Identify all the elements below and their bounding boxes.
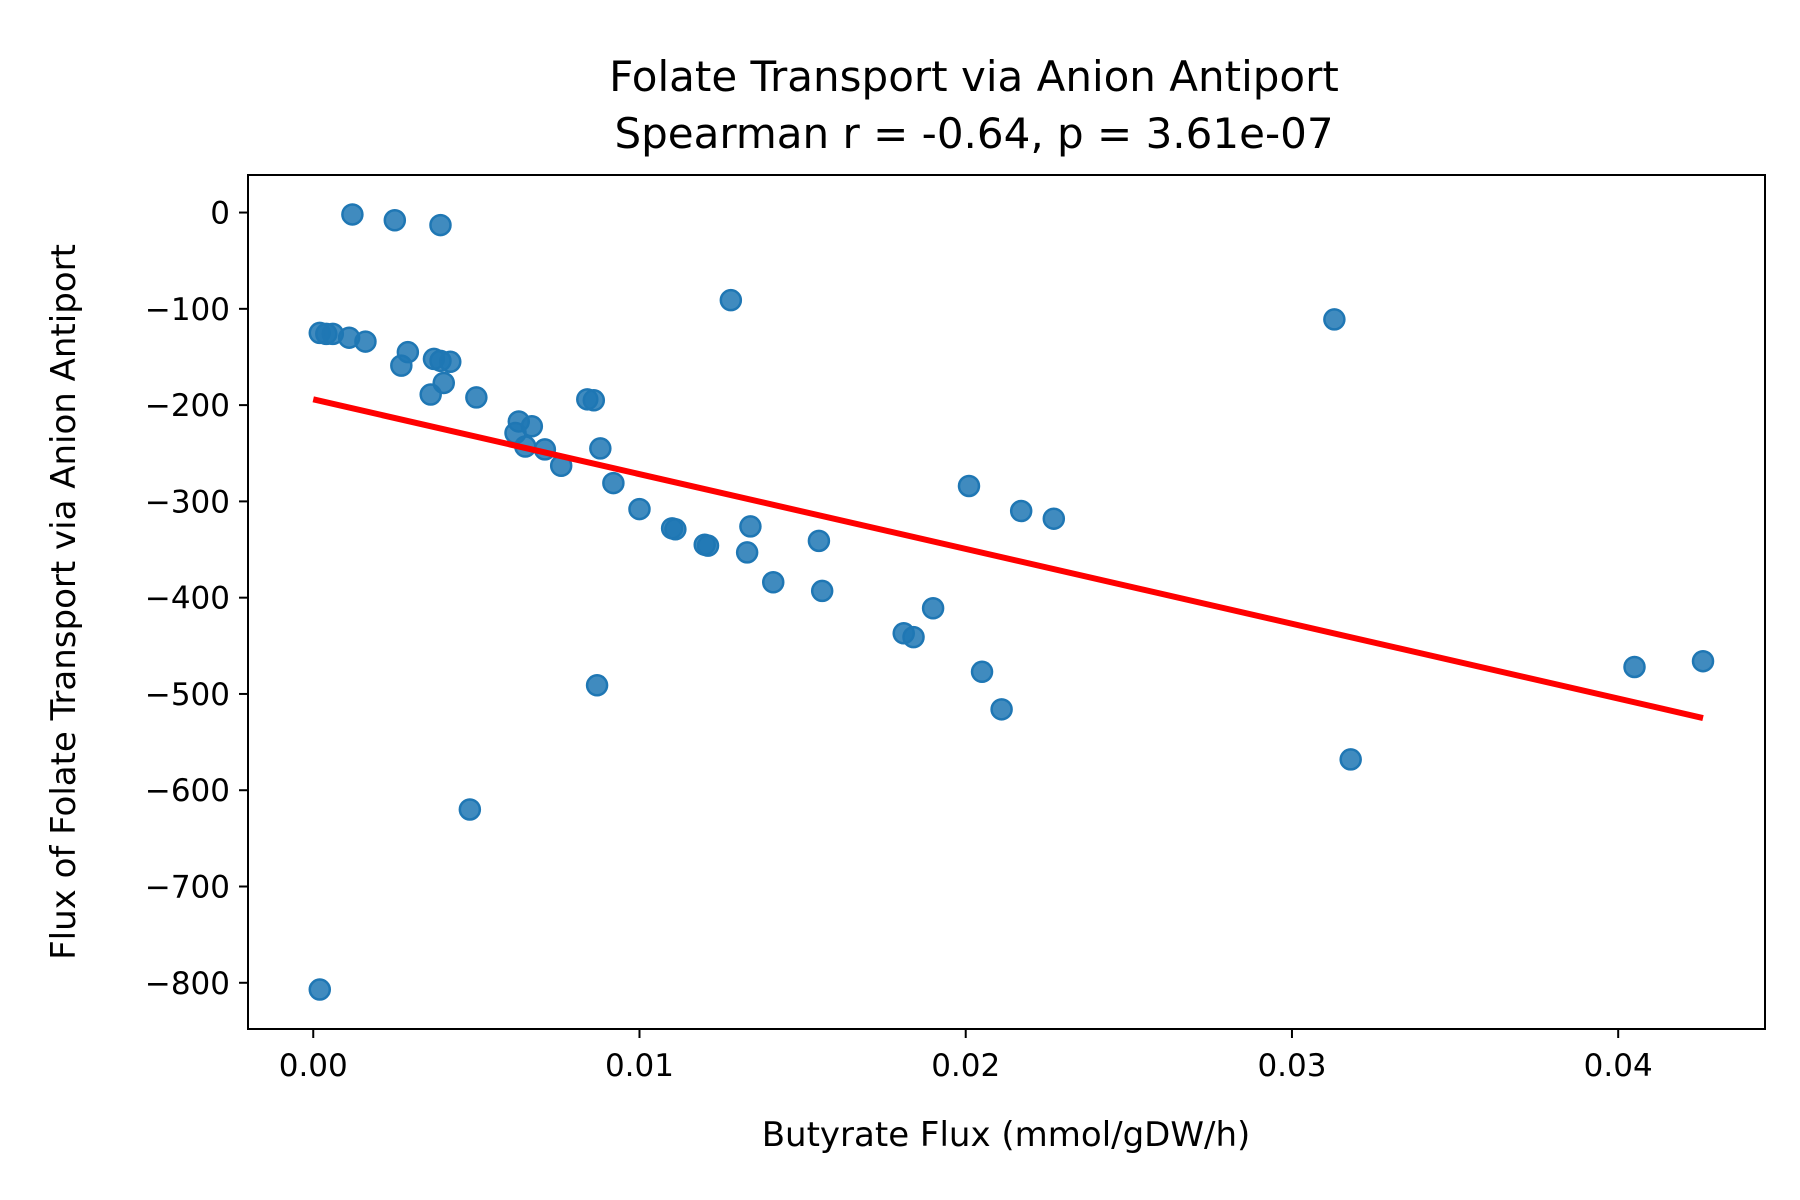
x-tick-label: 0.00 (279, 1048, 348, 1084)
scatter-point (308, 978, 332, 1001)
scatter-point (921, 597, 945, 620)
y-tick-label: −600 (145, 773, 230, 809)
scatter-point (341, 203, 364, 226)
scatter-point (810, 579, 834, 603)
y-tick-label: −300 (145, 484, 230, 520)
plot-frame (247, 174, 1766, 1030)
chart-subtitle: Spearman r = -0.64, p = 3.61e-07 (614, 109, 1333, 158)
y-tick-label: −500 (145, 677, 230, 713)
scatter-point (761, 571, 785, 594)
y-axis-label: Flux of Folate Transport via Anion Antip… (44, 244, 84, 960)
x-tick-label: 0.04 (1584, 1048, 1653, 1084)
scatter-point (1623, 655, 1646, 679)
x-axis-label: Butyrate Flux (mmol/gDW/h) (762, 1115, 1251, 1155)
scatter-point (1323, 308, 1346, 331)
x-tick-label: 0.02 (931, 1048, 1000, 1084)
scatter-point (664, 518, 687, 541)
scatter-point (990, 698, 1013, 721)
scatter-point (696, 534, 720, 557)
scatter-point (602, 471, 625, 495)
scatter-point (582, 389, 606, 412)
scatter-point (390, 354, 413, 377)
scatter-point (439, 350, 462, 374)
y-tick-label: −800 (145, 966, 230, 1002)
scatter-point (957, 474, 981, 498)
scatter-point (429, 213, 452, 237)
scatter-point (1691, 649, 1715, 673)
x-axis: 0.00 0.01 0.02 0.03 0.04 (279, 1029, 1653, 1084)
regression-line (312, 396, 1704, 721)
y-tick-label: −400 (145, 581, 230, 617)
scatter-point (735, 541, 759, 564)
scatter-point (1042, 507, 1066, 530)
scatter-point (354, 330, 377, 353)
y-axis: 0 −100 −200 −300 −400 −500 −600 −700 −800 (145, 196, 248, 1002)
scatter-point (1339, 748, 1362, 771)
x-tick-label: 0.01 (605, 1048, 674, 1084)
scatter-point (719, 288, 743, 312)
y-tick-label: −700 (145, 870, 230, 906)
scatter-point (628, 497, 651, 521)
scatter-point (807, 529, 831, 553)
scatter-point (585, 674, 609, 697)
y-tick-label: −200 (145, 388, 230, 424)
scatter-point (589, 437, 612, 460)
scatter-point (970, 660, 994, 684)
x-tick-label: 0.03 (1257, 1048, 1326, 1084)
plot-area (308, 203, 1715, 1001)
y-tick-label: 0 (210, 196, 230, 232)
y-tick-label: −100 (145, 292, 230, 328)
scatter-point (465, 386, 488, 409)
scatter-point (1009, 499, 1033, 523)
scatter-point (383, 209, 407, 232)
scatter-point (419, 383, 442, 406)
scatter-point (902, 625, 925, 649)
chart-title: Folate Transport via Anion Antiport (609, 52, 1339, 101)
scatter-point (458, 798, 482, 821)
scatter-point (739, 515, 762, 538)
